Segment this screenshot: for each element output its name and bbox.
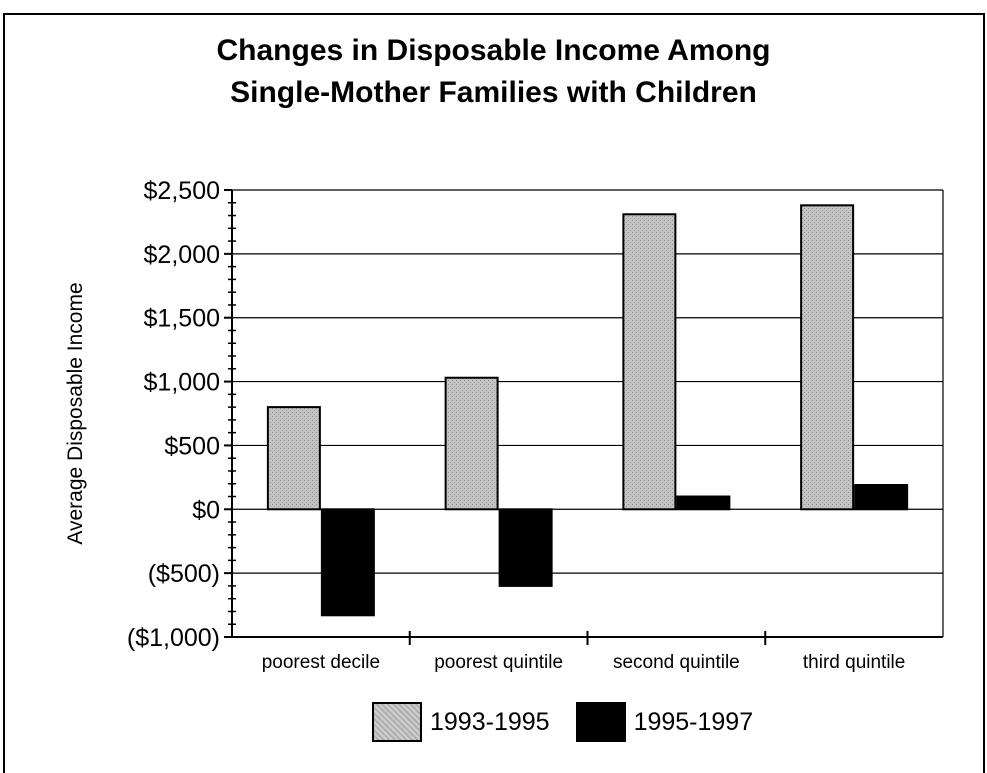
bar-1993-1995-poorest-decile	[266, 406, 321, 511]
y-tick-label: $1,000	[144, 369, 220, 397]
bar-1993-1995-second-quintile	[622, 213, 677, 511]
chart-frame	[3, 13, 985, 773]
y-tick-label: ($500)	[148, 560, 220, 588]
x-tick-label: poorest decile	[262, 652, 380, 673]
legend-swatch-1995-1997	[575, 702, 626, 742]
legend-label-1995-1997: 1995-1997	[633, 707, 754, 736]
chart-title-line-2: Single-Mother Families with Children	[230, 76, 757, 109]
bar-1993-1995-poorest-quintile	[444, 376, 499, 511]
bar-1995-1997-poorest-quintile	[498, 508, 553, 587]
y-tick-label: $2,000	[144, 241, 220, 269]
bar-1995-1997-third-quintile	[854, 484, 909, 511]
y-axis-label: Average Disposable Income	[64, 282, 87, 544]
x-tick-label: second quintile	[613, 652, 740, 673]
x-tick-label: third quintile	[803, 652, 905, 673]
y-tick-label: ($1,000)	[127, 624, 220, 652]
y-tick-label: $1,500	[144, 305, 220, 333]
chart-title: Changes in Disposable Income Among Singl…	[0, 30, 987, 114]
y-tick-label: $0	[192, 496, 220, 524]
legend-item-1995-1997: 1995-1997	[575, 702, 754, 742]
bar-1993-1995-third-quintile	[800, 204, 855, 511]
legend-item-1993-1995: 1993-1995	[372, 702, 550, 742]
legend-swatch-1993-1995	[372, 702, 422, 742]
y-tick-label: $500	[164, 432, 220, 460]
bar-1995-1997-second-quintile	[676, 495, 731, 511]
y-tick-label: $2,500	[144, 177, 220, 205]
legend: 1993-1995 1995-1997	[372, 700, 767, 744]
legend-label-1993-1995: 1993-1995	[430, 707, 550, 736]
bar-1995-1997-poorest-decile	[320, 508, 375, 617]
x-tick-label: poorest quintile	[434, 652, 563, 673]
chart-title-line-1: Changes in Disposable Income Among	[216, 34, 771, 67]
